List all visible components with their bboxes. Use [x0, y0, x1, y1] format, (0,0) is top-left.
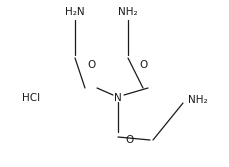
Text: O: O — [126, 135, 134, 145]
Text: NH₂: NH₂ — [118, 7, 138, 17]
Text: N: N — [114, 93, 122, 103]
Text: NH₂: NH₂ — [188, 95, 208, 105]
Text: H₂N: H₂N — [65, 7, 85, 17]
Text: HCl: HCl — [22, 93, 40, 103]
Text: O: O — [139, 60, 147, 70]
Text: O: O — [88, 60, 96, 70]
